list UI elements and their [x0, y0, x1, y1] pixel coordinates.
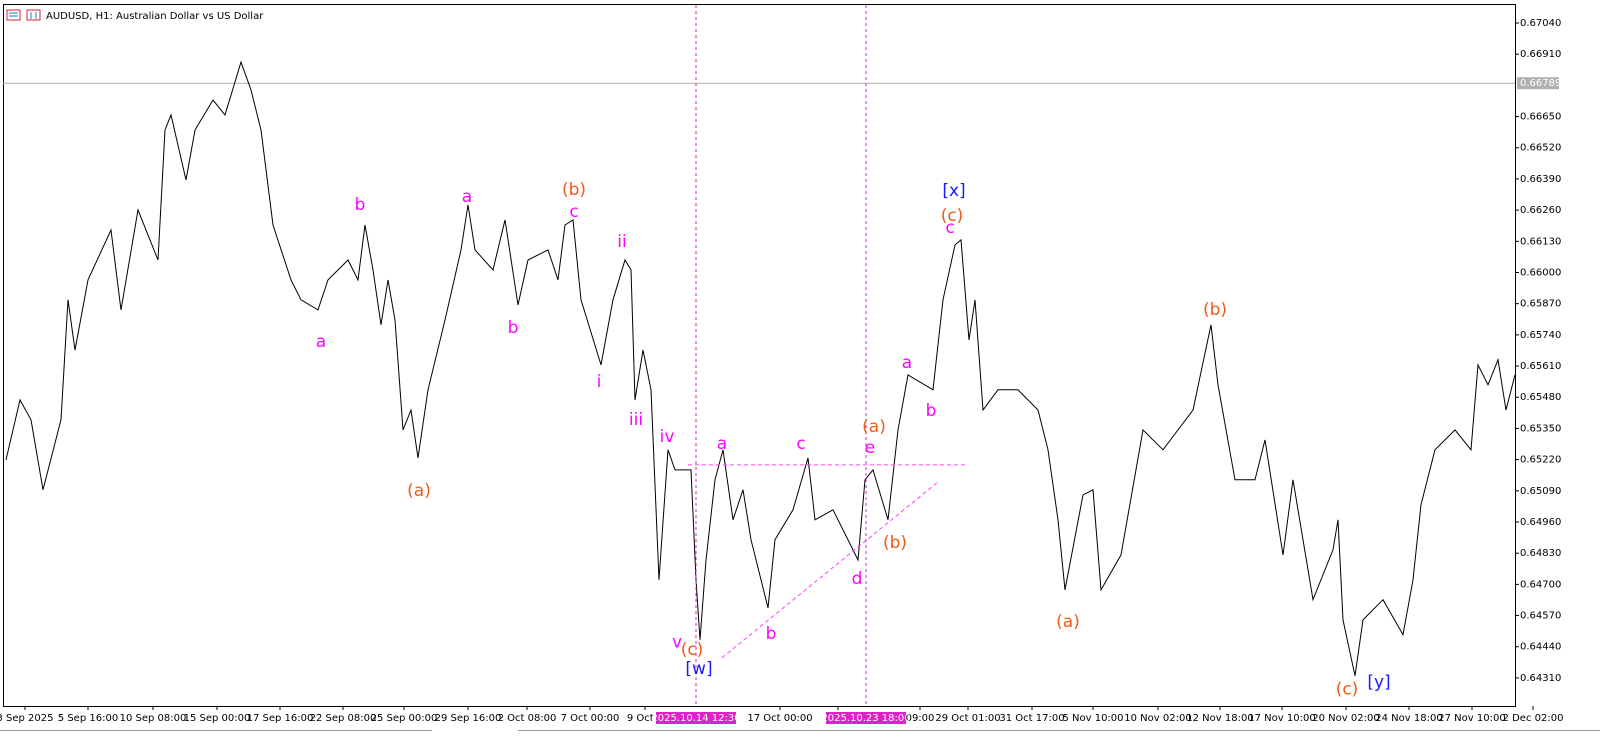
trend-line [721, 481, 939, 659]
x-tick-label: 5 Sep 16:00 [58, 713, 118, 724]
x-tick-label: 9 Oct 1 [627, 713, 663, 724]
x-tick-label: 09:00 [906, 713, 935, 724]
x-tick-label: 29 Oct 01:00 [935, 713, 1000, 724]
x-tick-label: 25 Sep 00:00 [371, 713, 438, 724]
chart-title: AUDUSD, H1: Australian Dollar vs US Doll… [46, 11, 264, 22]
date-tag-label: 2025.10.14 12:30 [651, 713, 740, 724]
x-tick-label: 27 Nov 10:00 [1438, 713, 1505, 724]
y-tick-label: 0.65220 [1520, 455, 1561, 466]
y-tick-label: 0.65740 [1520, 330, 1561, 341]
y-tick-label: 0.64700 [1520, 579, 1561, 590]
y-tick-label: 0.65350 [1520, 423, 1561, 434]
toolbar-icons [6, 9, 41, 21]
price-tag-label: 0.66789 [1520, 78, 1561, 89]
y-tick-label: 0.66650 [1520, 112, 1561, 123]
wave-label: (b) [1203, 300, 1227, 320]
price-tag [1517, 77, 1559, 90]
x-tick-label: 12 Nov 18:00 [1186, 713, 1253, 724]
icon[interactable] [6, 9, 21, 21]
icon[interactable] [26, 9, 41, 21]
wave-label: (a) [407, 481, 431, 501]
x-tick-label: 3 Sep 2025 [0, 713, 54, 724]
wave-label: d [852, 569, 863, 589]
wave-label: i [597, 372, 602, 392]
price-line-series [5, 60, 1516, 676]
wave-label: iii [629, 410, 643, 430]
wave-label: a [462, 187, 472, 207]
y-tick-label: 0.65480 [1520, 392, 1561, 403]
x-tick-label: 2 Dec 02:00 [1503, 713, 1564, 724]
plot-frame [3, 4, 1516, 707]
y-tick-label: 0.65090 [1520, 486, 1561, 497]
x-tick-label: 17 Oct 00:00 [747, 713, 812, 724]
wave-label: [w] [685, 659, 712, 679]
date-tag [656, 712, 736, 724]
x-tick-label: 22 Sep 08:00 [310, 713, 377, 724]
y-tick-label: 0.66260 [1520, 205, 1561, 216]
wave-label: a [717, 434, 727, 454]
wave-label: a [316, 332, 326, 352]
wave-label: (c) [1336, 680, 1359, 700]
wave-label: b [926, 401, 937, 421]
x-tick-label: 10 Sep 08:00 [120, 713, 187, 724]
y-tick-label: 0.64830 [1520, 548, 1561, 559]
wave-label: ii [617, 232, 626, 252]
wave-label: [x] [942, 181, 965, 201]
wave-label: b [766, 624, 777, 644]
y-tick-label: 0.67040 [1520, 18, 1561, 29]
wave-label: (a) [1056, 612, 1080, 632]
y-tick-label: 0.66520 [1520, 143, 1561, 154]
wave-label: (c) [941, 206, 964, 226]
y-tick-label: 0.64310 [1520, 673, 1561, 684]
wave-label: v [672, 633, 682, 653]
x-tick-label: 15 Sep 00:00 [184, 713, 251, 724]
date-tag [826, 712, 906, 724]
y-tick-label: 0.64570 [1520, 611, 1561, 622]
y-tick-label: 0.65870 [1520, 299, 1561, 310]
y-tick-label: 0.64440 [1520, 642, 1561, 653]
y-tick-label: 0.65610 [1520, 361, 1561, 372]
wave-label: e [865, 438, 875, 458]
x-tick-label: 7 Oct 00:00 [561, 713, 620, 724]
x-tick-label: 17 Nov 10:00 [1248, 713, 1315, 724]
wave-label: c [945, 218, 954, 238]
wave-label: b [508, 318, 519, 338]
y-tick-label: 0.66910 [1520, 49, 1561, 60]
y-tick-label: 0.66130 [1520, 236, 1561, 247]
y-tick-label: 0.64960 [1520, 517, 1561, 528]
wave-label: iv [660, 427, 675, 447]
x-tick-label: 31 Oct 17:00 [999, 713, 1064, 724]
wave-label: [y] [1367, 673, 1390, 693]
date-tag-label: 2025.10.23 18:00 [821, 713, 910, 724]
wave-label: c [796, 434, 805, 454]
x-tick-label: 29 Sep 16:00 [435, 713, 502, 724]
x-tick-label: 2 Oct 08:00 [498, 713, 557, 724]
y-tick-label: 0.66000 [1520, 267, 1561, 278]
wave-label: (c) [681, 640, 704, 660]
x-tick-label: 24 Nov 18:00 [1375, 713, 1442, 724]
wave-label: c [569, 202, 578, 222]
x-tick-label: 17 Sep 16:00 [247, 713, 314, 724]
x-tick-label: 5 Nov 10:00 [1062, 713, 1123, 724]
wave-label: (a) [862, 417, 886, 437]
wave-label: b [355, 195, 366, 215]
x-tick-label: 10 Nov 02:00 [1124, 713, 1191, 724]
wave-label: a [902, 353, 912, 373]
wave-label: (b) [562, 180, 586, 200]
x-tick-label: 20 Nov 02:00 [1312, 713, 1379, 724]
wave-label: (b) [883, 533, 907, 553]
y-tick-label: 0.66390 [1520, 174, 1561, 185]
